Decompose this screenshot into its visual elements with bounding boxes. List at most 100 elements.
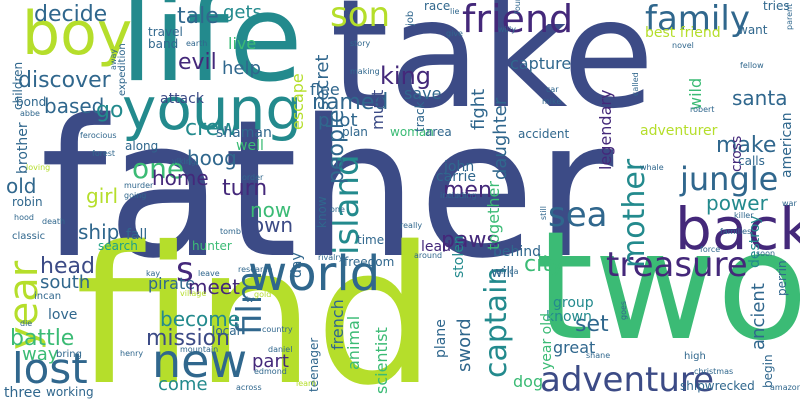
word-life: life [120, 0, 303, 109]
word-mother: mother [617, 158, 652, 268]
word-henry: henry [120, 349, 144, 358]
word-area: area [425, 125, 452, 139]
word-job: job [405, 10, 416, 26]
word-daughter: daughter [490, 97, 511, 180]
word-plan: plan [342, 125, 368, 139]
word-robert: robert [690, 105, 715, 114]
word-freedom: freedom [344, 255, 395, 269]
word-named: named [312, 90, 389, 115]
word-must: must [368, 89, 387, 130]
word-woman: woman [390, 125, 434, 139]
word-new: new [152, 334, 248, 388]
word-story: story [350, 39, 371, 48]
word-perrin: perrin [775, 260, 789, 296]
word-scientist: scientist [372, 327, 391, 394]
word-stolen: stolen [451, 235, 467, 278]
word-now: now [250, 198, 292, 222]
word-tale: tale [177, 4, 219, 29]
word-lost: lost [12, 344, 88, 393]
word-south: south [40, 272, 91, 293]
word-turn: turn [222, 176, 268, 201]
word-soon: soon [756, 249, 776, 258]
word-destroy: destroy [747, 215, 763, 268]
word-edmond: edmond [254, 367, 287, 376]
word-ship: ship [78, 220, 120, 244]
word-father: father [40, 79, 614, 300]
word-expedition: expedition [117, 43, 128, 96]
word-city: city [524, 252, 564, 277]
word-shane: shane [586, 351, 611, 360]
word-high: high [684, 351, 706, 362]
word-meet: meet [188, 275, 240, 299]
word-fight: fight [468, 88, 489, 130]
word-away: away [109, 48, 118, 70]
word-along: along [125, 139, 159, 153]
word-time: time [357, 233, 385, 247]
word-race: race [424, 0, 451, 13]
word-forest: forest [92, 149, 116, 158]
word-across: across [236, 383, 262, 392]
word-jungle: jungle [680, 160, 779, 198]
word-boy: boy [22, 0, 133, 69]
word-one: one [330, 205, 345, 214]
word-tomb: tomb [220, 227, 241, 236]
word-really: really [400, 221, 423, 230]
word-capture: capture [510, 54, 572, 73]
word-set: set [575, 312, 609, 337]
word-tv: tv [246, 295, 254, 304]
word-group: group [553, 295, 594, 311]
word-come: come [158, 374, 208, 395]
word-mission: mission [146, 326, 230, 351]
word-fall: fall [126, 227, 148, 243]
word-carrie: carrie [436, 169, 477, 185]
word-together: together [484, 181, 503, 250]
word-day: day [289, 252, 305, 278]
word-make: make [716, 133, 777, 158]
word-willy: willy [498, 25, 516, 34]
word-travel: travel [148, 25, 183, 39]
word-secret: secret [312, 54, 333, 111]
word-want: want [738, 23, 768, 37]
word-force: force [700, 245, 721, 254]
word-king: king [380, 62, 432, 90]
word-town: town [244, 213, 294, 237]
word-parent: parent [785, 3, 794, 30]
word-adventurer: adventurer [640, 123, 718, 139]
word-shaman: shaman [216, 125, 272, 141]
word-earth: earth [186, 39, 208, 48]
word-leave: leave [198, 269, 220, 278]
word-flee: flee [310, 80, 340, 99]
word-legendary: legendary [596, 89, 615, 170]
word-home: home [152, 166, 209, 190]
word-working: working [46, 385, 94, 399]
word-ancient: ancient [748, 283, 769, 350]
word-paws: paws [441, 228, 498, 253]
word-three: three [4, 385, 42, 400]
word-friend: friend [462, 0, 574, 41]
word-die: die [20, 319, 33, 328]
word-novel: novel [672, 41, 694, 50]
word-goes: goes [619, 300, 628, 320]
word-santa: santa [732, 86, 788, 110]
word-girl: girl [86, 184, 119, 208]
word-john: john [444, 159, 475, 175]
word-cross: cross [729, 135, 745, 172]
word-behind: behind [493, 244, 542, 260]
word-treasure: treasure [606, 245, 748, 285]
word-escape: escape [288, 73, 307, 130]
word-crew: crew [185, 116, 238, 141]
word-help: help [222, 58, 261, 79]
word-hood: hood [14, 213, 34, 222]
word-learn: learn [296, 379, 317, 388]
word-still: still [539, 206, 548, 220]
word-viking: viking [172, 157, 196, 166]
word-rivalry: rivalry [318, 253, 344, 262]
word-love: love [48, 307, 78, 323]
word-band: band [148, 37, 179, 51]
word-around: around [414, 251, 443, 260]
word-bond: bond [16, 95, 47, 109]
word-track: track [413, 101, 427, 132]
word-become: become [160, 307, 241, 331]
word-making: making [350, 67, 380, 76]
word-robin: robin [12, 195, 43, 209]
